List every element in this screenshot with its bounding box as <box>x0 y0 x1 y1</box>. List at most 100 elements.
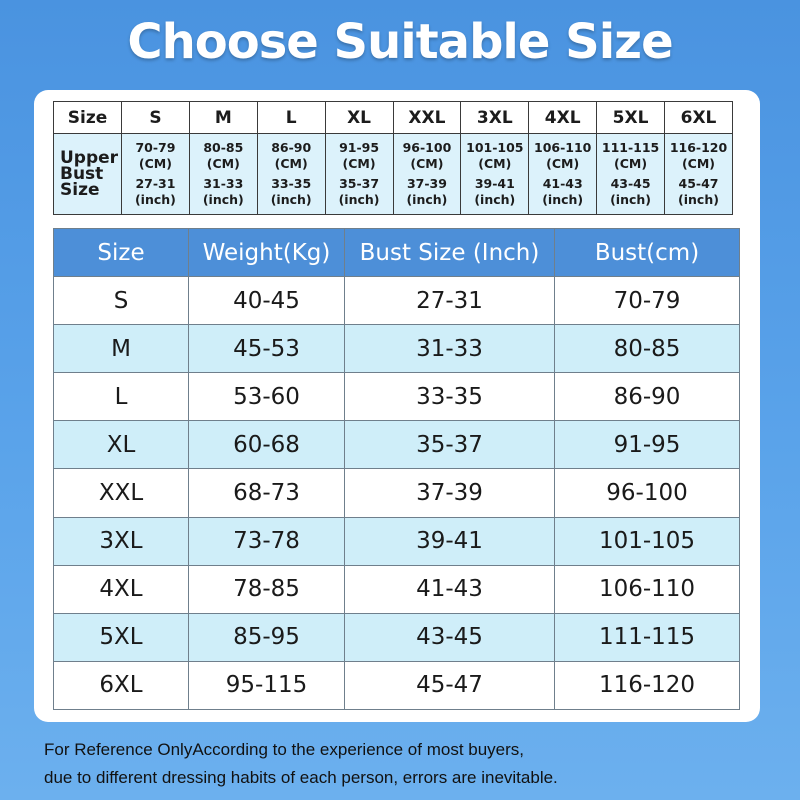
cm-unit: (CM) <box>342 156 376 171</box>
size-cell: M <box>53 324 189 374</box>
cm-value: 116-120 <box>669 140 728 155</box>
inch-unit: (inch) <box>338 192 380 207</box>
top-size-s: S <box>121 101 190 134</box>
bust-cm-cell: 116-120 <box>554 660 740 711</box>
top-size-3xl: 3XL <box>460 101 530 134</box>
weight-cell: 85-95 <box>188 612 345 662</box>
cm-unit: (CM) <box>478 156 512 171</box>
table-row: XL 60-68 35-37 91-95 <box>53 420 740 470</box>
top-cell: 116-120 (CM) 45-47 (inch) <box>664 133 733 215</box>
bust-inch-cell: 39-41 <box>344 516 555 566</box>
cm-unit: (CM) <box>274 156 308 171</box>
bust-cm-cell: 111-115 <box>554 612 740 662</box>
inch-unit: (inch) <box>610 192 652 207</box>
size-cell: S <box>53 275 189 326</box>
header-size: Size <box>53 228 189 277</box>
top-size-6xl: 6XL <box>664 101 733 134</box>
bust-inch-cell: 35-37 <box>344 420 555 470</box>
size-cell: XL <box>53 420 189 470</box>
weight-cell: 40-45 <box>188 275 345 326</box>
inch-value: 41-43 <box>542 176 583 191</box>
cm-value: 80-85 <box>203 140 244 155</box>
top-cell: 80-85 (CM) 31-33 (inch) <box>188 133 258 215</box>
weight-cell: 45-53 <box>188 324 345 374</box>
top-table-values-row: Upper Bust Size 70-79 (CM) 27-31 (inch) 80… <box>53 133 733 215</box>
bust-cm-cell: 106-110 <box>554 564 740 614</box>
inch-unit: (inch) <box>474 192 516 207</box>
bust-inch-cell: 33-35 <box>344 372 555 422</box>
table-row: 3XL 73-78 39-41 101-105 <box>53 516 740 566</box>
inch-value: 33-35 <box>271 176 312 191</box>
top-size-5xl: 5XL <box>596 101 665 134</box>
top-table-size-label: Size <box>53 101 122 134</box>
upper-bust-size-table: Size S M L XL XXL 3XL 4XL 5XL 6XL Upper … <box>53 101 733 215</box>
size-cell: L <box>53 372 189 422</box>
cm-value: 86-90 <box>271 140 312 155</box>
bust-cm-cell: 96-100 <box>554 468 740 518</box>
inch-unit: (inch) <box>270 192 312 207</box>
size-chart-table: Size Weight(Kg) Bust Size (Inch) Bust(cm… <box>53 228 740 711</box>
cm-value: 106-110 <box>534 140 592 155</box>
size-cell: XXL <box>53 468 189 518</box>
inch-value: 27-31 <box>135 176 176 191</box>
inch-value: 43-45 <box>610 176 651 191</box>
top-size-xl: XL <box>324 101 394 134</box>
table-row: 4XL 78-85 41-43 106-110 <box>53 564 740 614</box>
top-cell: 111-115 (CM) 43-45 (inch) <box>596 133 665 215</box>
cm-unit: (CM) <box>614 156 648 171</box>
bust-inch-cell: 41-43 <box>344 564 555 614</box>
cm-value: 70-79 <box>135 140 176 155</box>
cm-value: 96-100 <box>402 140 452 155</box>
table-row: 6XL 95-115 45-47 116-120 <box>53 660 740 711</box>
bust-inch-cell: 31-33 <box>344 324 555 374</box>
cm-unit: (CM) <box>546 156 580 171</box>
top-size-xxl: XXL <box>392 101 462 134</box>
page-title: Choose Suitable Size <box>127 14 673 70</box>
inch-value: 37-39 <box>406 176 447 191</box>
header-bust-inch: Bust Size (Inch) <box>344 228 555 277</box>
top-cell: 106-110 (CM) 41-43 (inch) <box>528 133 598 215</box>
weight-cell: 78-85 <box>188 564 345 614</box>
bust-inch-cell: 37-39 <box>344 468 555 518</box>
inch-value: 31-33 <box>203 176 244 191</box>
bust-cm-cell: 70-79 <box>554 275 740 326</box>
cm-unit: (CM) <box>681 156 716 171</box>
upper-bust-size-label: Upper Bust Size <box>53 133 122 215</box>
header-bust-cm: Bust(cm) <box>554 228 740 277</box>
weight-cell: 95-115 <box>188 660 345 711</box>
top-size-l: L <box>256 101 326 134</box>
top-cell: 86-90 (CM) 33-35 (inch) <box>256 133 326 215</box>
top-cell: 101-105 (CM) 39-41 (inch) <box>460 133 530 215</box>
weight-cell: 53-60 <box>188 372 345 422</box>
weight-cell: 60-68 <box>188 420 345 470</box>
inch-unit: (inch) <box>542 192 584 207</box>
inch-unit: (inch) <box>406 192 448 207</box>
table-header-row: Size Weight(Kg) Bust Size (Inch) Bust(cm… <box>53 228 740 277</box>
size-cell: 5XL <box>53 612 189 662</box>
cm-value: 91-95 <box>339 140 380 155</box>
table-row: S 40-45 27-31 70-79 <box>53 275 740 326</box>
table-row: XXL 68-73 37-39 96-100 <box>53 468 740 518</box>
bust-inch-cell: 27-31 <box>344 275 555 326</box>
inch-unit: (inch) <box>202 192 244 207</box>
inch-unit: (inch) <box>134 192 176 207</box>
header-weight: Weight(Kg) <box>188 228 345 277</box>
weight-cell: 73-78 <box>188 516 345 566</box>
top-cell: 70-79 (CM) 27-31 (inch) <box>121 133 190 215</box>
disclaimer-note: For Reference OnlyAccording to the exper… <box>44 736 784 792</box>
cm-unit: (CM) <box>410 156 444 171</box>
cm-unit: (CM) <box>206 156 240 171</box>
inch-value: 35-37 <box>339 176 380 191</box>
size-cell: 4XL <box>53 564 189 614</box>
table-row: M 45-53 31-33 80-85 <box>53 324 740 374</box>
cm-value: 111-115 <box>601 140 660 155</box>
weight-cell: 68-73 <box>188 468 345 518</box>
size-cell: 3XL <box>53 516 189 566</box>
bust-cm-cell: 101-105 <box>554 516 740 566</box>
bust-inch-cell: 43-45 <box>344 612 555 662</box>
top-size-m: M <box>188 101 258 134</box>
bust-inch-cell: 45-47 <box>344 660 555 711</box>
top-table-header-row: Size S M L XL XXL 3XL 4XL 5XL 6XL <box>53 101 733 134</box>
top-size-4xl: 4XL <box>528 101 598 134</box>
inch-unit: (inch) <box>678 192 719 207</box>
